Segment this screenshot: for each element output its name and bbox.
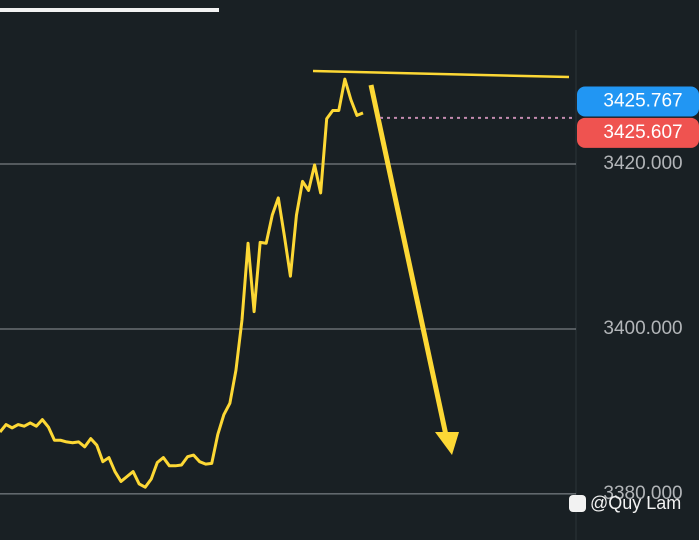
price-tag [577, 117, 699, 148]
plot [0, 77, 364, 489]
arrow-head [435, 432, 459, 455]
watermark: @Quy Lam [569, 493, 681, 513]
y-tick-label: 3380.000 [603, 483, 682, 504]
price-tag-label: 3425.607 [603, 122, 682, 143]
y-tick-label: 3400.000 [603, 318, 682, 339]
facebook-icon [569, 495, 586, 512]
price-tag-label: 3425.767 [603, 91, 682, 112]
y-axis: 3380.000 3400.000 3420.000 3425.767 3425.607 [380, 86, 699, 504]
arrow [368, 84, 459, 455]
watermark-text: @Quy Lam [590, 493, 681, 513]
price-line [0, 77, 364, 489]
y-tick-label: 3420.000 [603, 153, 682, 174]
price-tag [577, 86, 699, 117]
arrow-shaft [368, 84, 450, 441]
trend-line [312, 69, 570, 79]
toolbar-bar [0, 8, 219, 12]
grid [0, 163, 576, 495]
